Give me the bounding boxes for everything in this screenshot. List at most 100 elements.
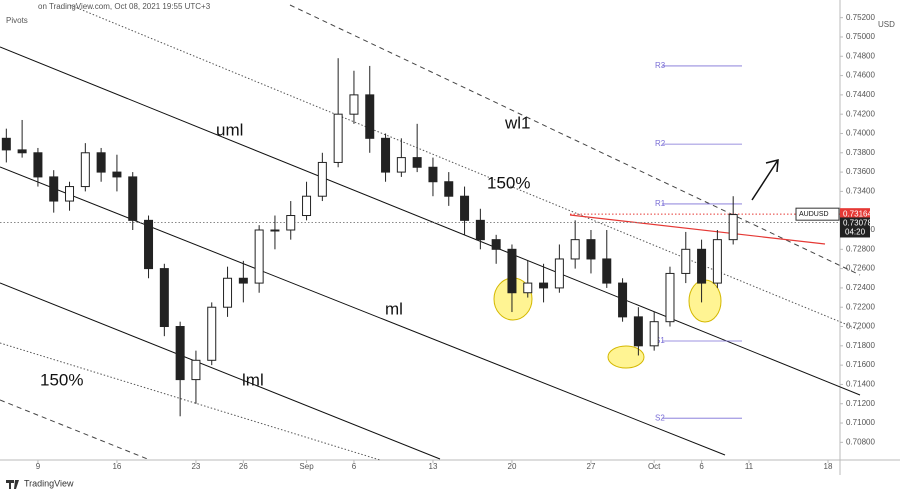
x-tick-label: Sep <box>299 462 314 471</box>
highlights <box>493 277 722 369</box>
candle-body <box>65 186 75 202</box>
candle-body <box>649 321 659 347</box>
candle-body <box>396 157 406 173</box>
x-tick-label: 6 <box>699 462 704 471</box>
x-tick-label: 18 <box>824 462 833 471</box>
candle-body <box>586 239 596 260</box>
header: on TradingView.com, Oct 08, 2021 19:55 U… <box>38 2 211 11</box>
y-tick-label: 0.74400 <box>846 90 875 99</box>
logo: TradingView <box>24 478 74 488</box>
candle-body <box>80 152 90 188</box>
current-price-tag <box>840 208 870 221</box>
y-tick-label: 0.73600 <box>846 167 875 176</box>
candle-body <box>618 282 628 318</box>
candle-body <box>1 137 11 151</box>
candle-body <box>460 195 470 221</box>
ml-line <box>0 166 726 456</box>
highlight <box>607 345 645 369</box>
y-tick-label: 0.71000 <box>846 418 875 427</box>
candle-body <box>381 137 391 173</box>
x-tick-label: 13 <box>429 462 438 471</box>
candle-body <box>33 152 43 178</box>
annotation: uml <box>216 120 243 139</box>
candle-body <box>49 176 59 202</box>
candle-body <box>633 316 643 347</box>
indicator-name: Pivots <box>6 16 28 25</box>
uml-line <box>0 46 861 396</box>
candle-body <box>270 229 280 232</box>
current-price-label: 0.73164 <box>843 209 872 218</box>
candle-body <box>144 219 154 270</box>
candle-body <box>570 239 580 260</box>
symbol-label: AUDUSD <box>799 211 829 218</box>
y-tick-label: 0.72600 <box>846 264 875 273</box>
x-tick-label: 11 <box>745 462 754 471</box>
candle-body <box>191 359 201 381</box>
candle-body <box>175 326 185 381</box>
y-tick-label: 0.72200 <box>846 302 875 311</box>
red-trendline <box>569 214 826 245</box>
pivot-label: R3 <box>655 61 666 70</box>
candle-body <box>96 152 106 173</box>
candle-body <box>475 219 485 241</box>
candle-body <box>697 248 707 284</box>
x-tick-label: 16 <box>112 462 121 471</box>
x-tick-label: 6 <box>352 462 357 471</box>
y-tick-label: 0.75000 <box>846 32 875 41</box>
y-tick-label: 0.70800 <box>846 437 875 446</box>
y-tick-label: 0.74600 <box>846 71 875 80</box>
y-tick-label: 0.73400 <box>846 187 875 196</box>
y-tick-label: 0.71200 <box>846 399 875 408</box>
candle-body <box>238 277 248 284</box>
candle-body <box>333 113 343 163</box>
annotation: 150% <box>487 173 530 192</box>
y-tick-label: 0.72800 <box>846 244 875 253</box>
candle-body <box>444 181 454 197</box>
x-tick-label: 20 <box>508 462 517 471</box>
y-tick-label: 0.74200 <box>846 109 875 118</box>
candle-body <box>223 277 233 308</box>
candle-body <box>112 171 122 178</box>
candle-body <box>681 248 691 274</box>
x-tick-label: 26 <box>239 462 248 471</box>
x-tick-label: 27 <box>587 462 596 471</box>
symbol-tag <box>795 207 840 221</box>
y-tick-label: 0.74000 <box>846 129 875 138</box>
candle-body <box>491 239 501 250</box>
candle-body <box>507 248 517 294</box>
upper-150-line <box>69 4 861 331</box>
candle-body <box>412 157 422 168</box>
candle-body <box>602 258 612 284</box>
y-tick-label: 0.74800 <box>846 51 875 60</box>
candle-body <box>712 239 722 284</box>
arrow <box>751 159 779 201</box>
last-close-label: 0.73078 <box>843 219 872 228</box>
candle-body <box>207 306 217 361</box>
last-close-tag <box>840 217 870 238</box>
wl1-line <box>289 4 861 276</box>
pivot-label: R2 <box>655 139 666 148</box>
y-tick-label: 0.72000 <box>846 322 875 331</box>
candle-body <box>665 272 675 323</box>
candle-body <box>523 282 533 294</box>
candle-body <box>128 176 138 221</box>
candle-body <box>17 149 27 154</box>
x-tick-label: 23 <box>191 462 200 471</box>
y-tick-label: 0.71600 <box>846 360 875 369</box>
drawings <box>0 4 861 461</box>
candle-body <box>428 166 438 183</box>
logo-icon <box>6 480 19 489</box>
candle-body <box>728 214 738 241</box>
candle-body <box>554 258 564 289</box>
y-tick-label: 0.71400 <box>846 380 875 389</box>
candle-body <box>159 268 169 328</box>
highlight <box>688 279 722 323</box>
y-tick-label: 0.71800 <box>846 341 875 350</box>
candle-body <box>302 195 312 217</box>
candle-body <box>365 94 375 139</box>
y-tick-label: 0.73800 <box>846 148 875 157</box>
y-tick-label: 0.75200 <box>846 13 875 22</box>
arrow-head <box>765 159 779 173</box>
